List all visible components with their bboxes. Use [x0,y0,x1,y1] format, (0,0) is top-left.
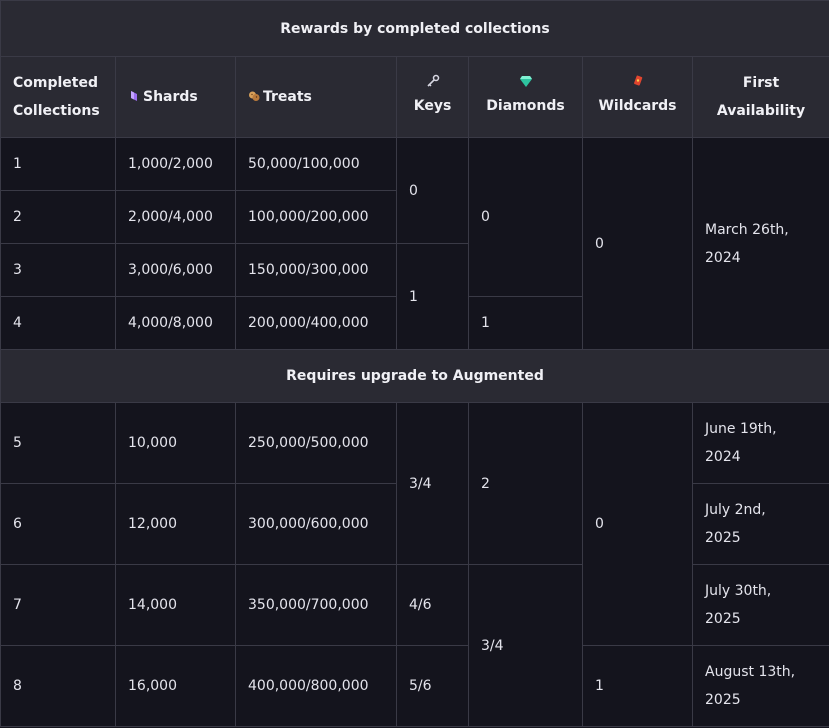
table-row: 4 4,000/8,000 200,000/400,000 1 [0,296,829,350]
cell-collections: 2 [0,190,116,244]
header-shards: Shards [115,56,236,138]
cell-treats: 400,000/800,000 [235,645,397,727]
cell-shards: 12,000 [115,483,236,565]
cell-keys: 0 [396,137,469,244]
diamond-icon [519,76,532,87]
cell-collections: 3 [0,243,116,297]
cell-shards: 14,000 [115,564,236,646]
table-row: 6 12,000 300,000/600,000 July 2nd, 2025 [0,483,829,565]
cell-treats: 200,000/400,000 [235,296,397,350]
cell-first-availability: July 30th, 2025 [692,564,829,646]
table-row: 8 16,000 400,000/800,000 5/6 1 August 13… [0,645,829,727]
cell-collections: 1 [0,137,116,191]
cell-diamonds: 0 [468,137,583,297]
cell-first-availability: July 2nd, 2025 [692,483,829,565]
table-row: 7 14,000 350,000/700,000 4/6 3/4 July 30… [0,564,829,727]
cell-collections: 6 [0,483,116,565]
header-treats: Treats [235,56,397,138]
cell-diamonds: 3/4 [468,564,583,727]
table-row: 1 1,000/2,000 50,000/100,000 0 0 0 March… [0,137,829,350]
cell-keys: 4/6 [396,564,469,646]
cell-collections: 4 [0,296,116,350]
cell-treats: 150,000/300,000 [235,243,397,297]
cell-diamonds: 1 [468,296,583,350]
cell-first-availability: March 26th, 2024 [692,137,829,350]
cell-shards: 1,000/2,000 [115,137,236,191]
cell-shards: 10,000 [115,402,236,484]
cell-shards: 4,000/8,000 [115,296,236,350]
cell-wildcards: 0 [582,402,693,646]
header-completed-collections: Completed Collections [0,56,116,138]
cell-keys: 5/6 [396,645,469,727]
cell-wildcards: 0 [582,137,693,350]
cell-shards: 3,000/6,000 [115,243,236,297]
purple-crystal-icon [131,91,137,101]
header-row: Completed Collections Shards Treats K [0,56,829,138]
cell-collections: 5 [0,402,116,484]
table-title: Rewards by completed collections [0,0,829,57]
cell-diamonds: 2 [468,402,583,565]
cell-shards: 2,000/4,000 [115,190,236,244]
cell-wildcards: 1 [582,645,693,727]
cell-keys: 3/4 [396,402,469,565]
cell-collections: 8 [0,645,116,727]
wildcard-card-icon [633,75,642,86]
cell-treats: 50,000/100,000 [235,137,397,191]
cell-treats: 250,000/500,000 [235,402,397,484]
cell-first-availability: June 19th, 2024 [692,402,829,484]
table-row: 5 10,000 250,000/500,000 3/4 2 0 June 19… [0,402,829,646]
header-first-availability: First Availability [692,56,829,138]
cell-treats: 350,000/700,000 [235,564,397,646]
section-title-augmented: Requires upgrade to Augmented [0,349,829,403]
cell-shards: 16,000 [115,645,236,727]
key-icon [426,74,439,87]
cell-treats: 100,000/200,000 [235,190,397,244]
header-diamonds: Diamonds [468,56,583,138]
header-wildcards: Wildcards [582,56,693,138]
cell-collections: 7 [0,564,116,646]
cookies-icon [249,91,260,101]
cell-first-availability: August 13th, 2025 [692,645,829,727]
cell-keys: 1 [396,243,469,350]
header-keys: Keys [396,56,469,138]
table-row: 3 3,000/6,000 150,000/300,000 1 [0,243,829,350]
cell-treats: 300,000/600,000 [235,483,397,565]
